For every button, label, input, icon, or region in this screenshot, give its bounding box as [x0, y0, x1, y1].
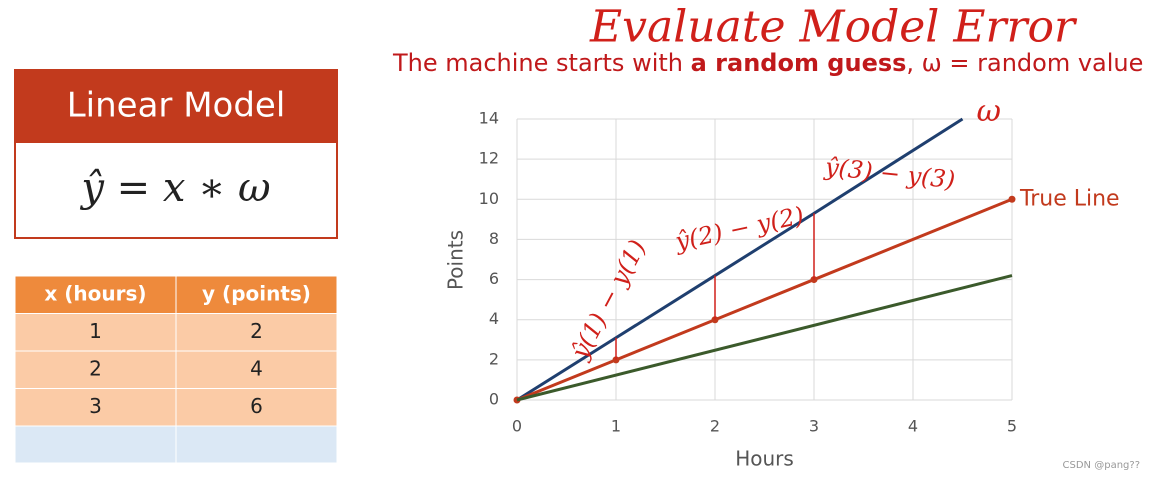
y-tick-label: 14 — [479, 109, 499, 128]
x-tick-label: 3 — [809, 417, 819, 436]
cell-value: 2 — [89, 356, 102, 380]
point-marker — [1008, 195, 1016, 203]
y-tick-label: 0 — [489, 390, 499, 409]
x-tick-label: 5 — [1007, 417, 1017, 436]
series-line — [516, 274, 1013, 402]
y-tick-label: 2 — [489, 349, 499, 368]
model-title: Linear Model — [67, 86, 286, 126]
x-tick-label: 2 — [710, 417, 720, 436]
empty-cell — [175, 425, 338, 464]
x-tick-label: 0 — [512, 417, 522, 436]
y-tick-label: 6 — [489, 269, 499, 288]
y-tick-label: 12 — [479, 149, 499, 168]
empty-cell — [14, 425, 177, 464]
table-cell — [175, 350, 338, 389]
table-cell — [14, 350, 177, 389]
subtitle-text: , ω = random value — [906, 49, 1143, 77]
subtitle: The machine starts with a random guess, … — [392, 49, 1143, 77]
header-cell — [175, 275, 338, 314]
x-axis-label: Hours — [735, 447, 794, 471]
y-axis-label: Points — [444, 230, 468, 290]
table-cell — [14, 313, 177, 352]
column-header: x (hours) — [44, 281, 146, 305]
table-cell — [175, 388, 338, 427]
table-cell — [175, 313, 338, 352]
cell-value: 6 — [250, 394, 263, 418]
slide-title: Evaluate Model Error — [589, 2, 1078, 53]
watermark: CSDN @pang?? — [1063, 460, 1140, 471]
cell-value: 2 — [250, 319, 263, 343]
column-header: y (points) — [202, 281, 311, 305]
y-tick-label: 10 — [479, 189, 499, 208]
x-tick-label: 1 — [611, 417, 621, 436]
subtitle-text: The machine starts with — [392, 49, 691, 77]
table-cell — [14, 388, 177, 427]
y-tick-label: 4 — [489, 309, 499, 328]
data-table: x (hours) y (points) 1 2 2 4 3 6 — [14, 275, 338, 464]
cell-value: 1 — [89, 319, 102, 343]
model-formula: ŷ = x ∗ ω — [79, 165, 270, 211]
cell-value: 4 — [250, 356, 263, 380]
series-label: True Line — [1019, 186, 1120, 211]
series-line — [516, 117, 964, 402]
y-tick-label: 8 — [489, 229, 499, 248]
series-label: ω — [977, 94, 1001, 129]
model-header — [15, 70, 337, 143]
x-tick-label: 4 — [908, 417, 918, 436]
cell-value: 3 — [89, 394, 102, 418]
subtitle-bold: a random guess — [691, 49, 907, 77]
